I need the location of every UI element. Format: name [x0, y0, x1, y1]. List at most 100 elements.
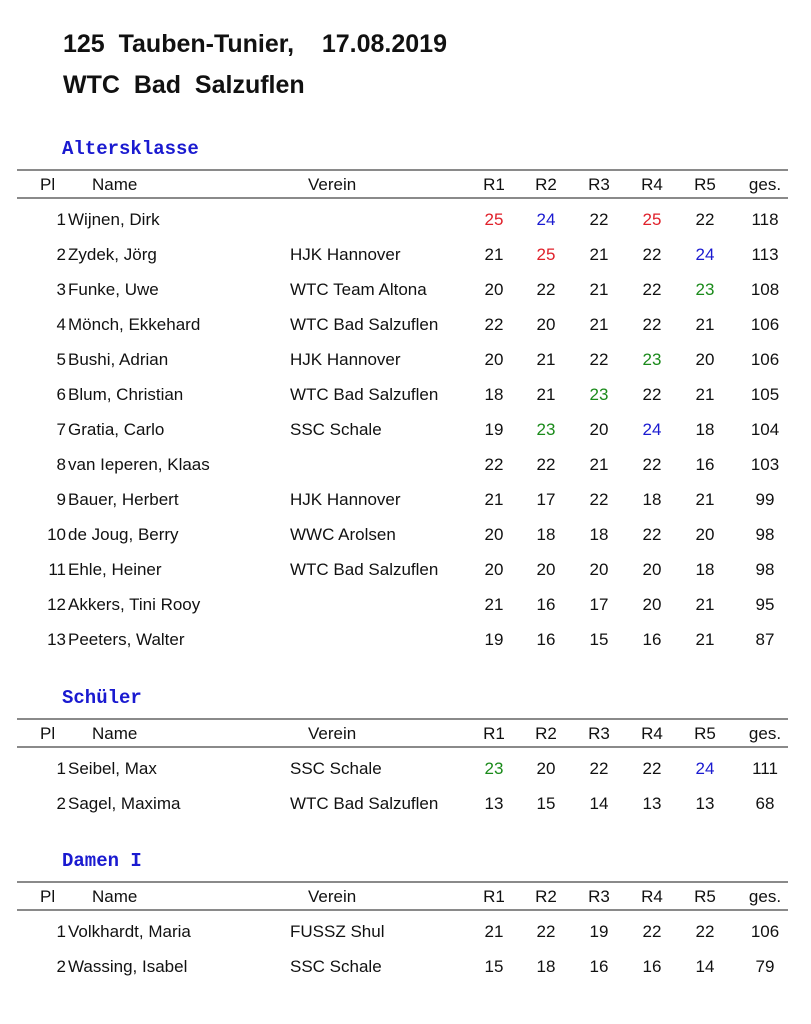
row-total: 113 — [751, 245, 779, 264]
row-verein: HJK Hannover — [290, 245, 401, 264]
row-total: 95 — [755, 595, 775, 614]
row-place: 6 — [56, 385, 66, 404]
row-score-r5: 20 — [695, 350, 715, 369]
row-score-r4: 25 — [642, 210, 662, 229]
row-score-r5: 22 — [695, 210, 715, 229]
row-score-r1: 21 — [484, 595, 504, 614]
header-r5: R5 — [694, 887, 716, 906]
header-r4: R4 — [641, 175, 663, 194]
row-place: 1 — [56, 210, 66, 229]
row-score-r2: 20 — [536, 315, 556, 334]
row-total: 79 — [755, 957, 775, 976]
row-score-r3: 21 — [589, 280, 609, 299]
row-score-r3: 22 — [589, 759, 609, 778]
row-score-r5: 22 — [695, 922, 715, 941]
document-title: 125 Tauben-Tunier, 17.08.2019 — [63, 30, 447, 58]
row-score-r4: 24 — [642, 420, 662, 439]
row-verein: WTC Bad Salzuflen — [290, 385, 439, 404]
row-score-r3: 21 — [589, 245, 609, 264]
row-score-r1: 22 — [484, 455, 504, 474]
header-verein: Verein — [308, 724, 357, 743]
header-name: Name — [92, 175, 138, 194]
header-r4: R4 — [641, 724, 663, 743]
row-score-r1: 22 — [484, 315, 504, 334]
row-place: 8 — [56, 455, 66, 474]
row-score-r2: 17 — [536, 490, 556, 509]
row-score-r5: 18 — [695, 420, 715, 439]
header-r3: R3 — [588, 887, 610, 906]
header-r3: R3 — [588, 724, 610, 743]
row-score-r1: 21 — [484, 245, 504, 264]
row-score-r1: 20 — [484, 350, 504, 369]
row-total: 98 — [755, 525, 775, 544]
row-score-r3: 22 — [589, 210, 609, 229]
row-score-r4: 16 — [642, 957, 662, 976]
row-score-r4: 22 — [642, 525, 662, 544]
divider — [17, 718, 788, 720]
row-score-r5: 24 — [695, 245, 715, 264]
row-score-r3: 15 — [589, 630, 609, 649]
row-score-r2: 18 — [536, 525, 556, 544]
row-place: 10 — [47, 525, 66, 544]
section-title: Schüler — [62, 687, 142, 709]
header-r3: R3 — [588, 175, 610, 194]
row-verein: SSC Schale — [290, 420, 382, 439]
row-score-r5: 18 — [695, 560, 715, 579]
row-place: 7 — [56, 420, 66, 439]
row-verein: SSC Schale — [290, 957, 382, 976]
row-total: 104 — [750, 420, 780, 439]
row-score-r3: 20 — [589, 420, 609, 439]
row-score-r3: 19 — [589, 922, 609, 941]
row-score-r5: 24 — [695, 759, 715, 778]
row-score-r1: 23 — [484, 759, 504, 778]
row-verein: SSC Schale — [290, 759, 382, 778]
row-name: Zydek, Jörg — [68, 245, 157, 264]
divider — [17, 197, 788, 199]
row-score-r1: 15 — [484, 957, 504, 976]
row-score-r3: 17 — [589, 595, 609, 614]
header-name: Name — [92, 724, 138, 743]
header-pl: Pl — [40, 175, 56, 194]
row-total: 99 — [755, 490, 775, 509]
row-place: 2 — [56, 794, 66, 813]
row-score-r2: 16 — [536, 595, 556, 614]
section-title: Altersklasse — [62, 138, 199, 160]
row-total: 106 — [750, 350, 780, 369]
header-r1: R1 — [483, 724, 505, 743]
row-verein: WTC Bad Salzuflen — [290, 315, 439, 334]
row-name: Bauer, Herbert — [68, 490, 179, 509]
row-name: Sagel, Maxima — [68, 794, 181, 813]
row-score-r4: 22 — [642, 922, 662, 941]
row-place: 4 — [56, 315, 66, 334]
row-score-r2: 20 — [536, 759, 556, 778]
row-verein: WTC Team Altona — [290, 280, 427, 299]
row-score-r2: 18 — [536, 957, 556, 976]
header-r5: R5 — [694, 724, 716, 743]
row-total: 103 — [750, 455, 780, 474]
row-score-r3: 20 — [589, 560, 609, 579]
row-total: 106 — [750, 922, 780, 941]
row-place: 5 — [56, 350, 66, 369]
row-total: 68 — [755, 794, 775, 813]
row-score-r2: 22 — [536, 280, 556, 299]
row-score-r5: 21 — [695, 385, 715, 404]
row-score-r4: 22 — [642, 759, 662, 778]
row-total: 105 — [750, 385, 780, 404]
header-r5: R5 — [694, 175, 716, 194]
row-total: 87 — [755, 630, 775, 649]
row-score-r3: 16 — [589, 957, 609, 976]
row-score-r3: 21 — [589, 315, 609, 334]
row-name: Wijnen, Dirk — [68, 210, 160, 229]
row-place: 3 — [56, 280, 66, 299]
row-score-r3: 22 — [589, 490, 609, 509]
header-r2: R2 — [535, 175, 557, 194]
row-place: 11 — [48, 560, 66, 579]
header-verein: Verein — [308, 887, 357, 906]
row-place: 1 — [56, 922, 66, 941]
row-score-r2: 22 — [536, 455, 556, 474]
row-score-r5: 21 — [695, 490, 715, 509]
header-r1: R1 — [483, 175, 505, 194]
row-score-r2: 15 — [536, 794, 556, 813]
row-score-r3: 21 — [589, 455, 609, 474]
